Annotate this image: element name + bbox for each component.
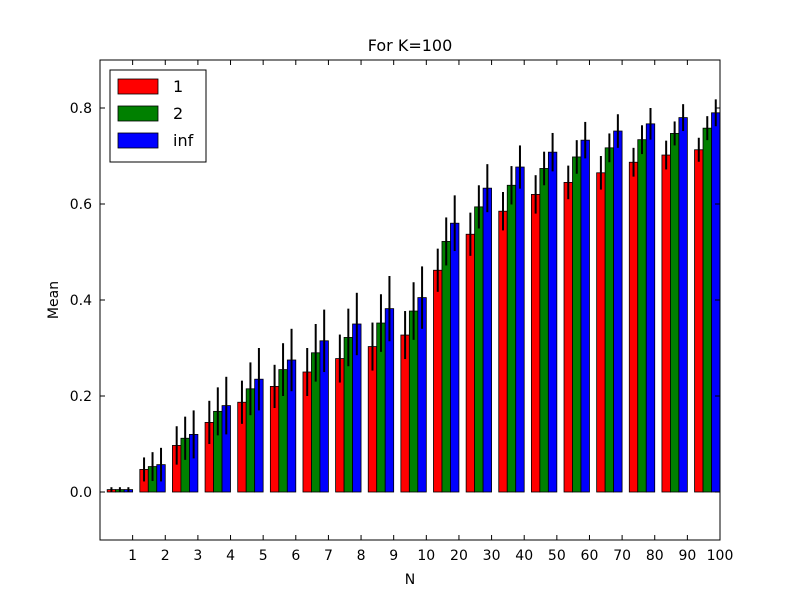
bar-1-70 [596, 172, 606, 493]
x-tick-label: 8 [357, 548, 366, 564]
x-axis-label: N [405, 572, 415, 588]
bar-1-30 [465, 233, 476, 493]
y-tick-label: 0.6 [70, 197, 92, 213]
bar-2-80 [637, 139, 647, 493]
bar-2-90 [670, 133, 680, 493]
y-tick-label: 0.8 [70, 101, 92, 117]
axes-layer: 0.0 0.2 0.4 0.6 0.8 1 2 3 4 5 6 7 8 9 10 20 30 40 50 60 70 80… [70, 59, 734, 564]
legend-swatch-2 [117, 105, 159, 122]
x-tick-label: 10 [417, 548, 435, 564]
bar-1-60 [563, 181, 573, 493]
bar-inf-100 [711, 112, 721, 493]
y-tick-label: 0.0 [70, 485, 92, 501]
bar-inf-70 [613, 130, 623, 493]
bar-2-100 [702, 127, 712, 493]
bar-inf-60 [580, 139, 590, 493]
x-tick-label: 30 [483, 548, 501, 564]
legend-label-inf: inf [173, 131, 194, 150]
chart-title: For K=100 [368, 36, 453, 55]
bar-2-40 [506, 184, 517, 493]
x-tick-label: 6 [291, 548, 300, 564]
x-tick-label: 100 [707, 548, 734, 564]
x-tick-label: 4 [226, 548, 235, 564]
bar-inf-40 [515, 166, 525, 493]
x-tick-label: 7 [324, 548, 333, 564]
bar-1-50 [530, 193, 541, 493]
bar-inf-30 [482, 187, 492, 493]
bar-1-20 [433, 269, 443, 493]
bar-inf-20 [450, 222, 460, 493]
x-tick-label: 40 [515, 548, 533, 564]
bar-2-60 [572, 156, 582, 493]
x-tick-label: 90 [678, 548, 696, 564]
y-tick-label: 0.4 [70, 293, 92, 309]
legend: 1 2 inf [109, 69, 207, 163]
x-tick-label: 5 [259, 548, 268, 564]
x-tick-label: 60 [581, 548, 599, 564]
x-tick-label: 9 [389, 548, 398, 564]
legend-swatch-1 [117, 78, 159, 95]
x-tick-label: 50 [548, 548, 566, 564]
legend-swatch-inf [117, 132, 159, 149]
legend-label-1: 1 [173, 77, 183, 96]
y-tick-label: 0.2 [70, 389, 92, 405]
y-axis-label: Mean [46, 281, 62, 319]
bar-1-80 [628, 161, 639, 493]
x-tick-label: 3 [193, 548, 202, 564]
legend-label-2: 2 [173, 104, 183, 123]
bars-layer [106, 99, 721, 493]
bar-1-100 [694, 149, 704, 493]
x-tick-label: 20 [450, 548, 468, 564]
bar-2-20 [441, 241, 451, 493]
bar-inf-50 [547, 151, 558, 493]
x-tick-label: 70 [613, 548, 631, 564]
x-tick-label: 80 [646, 548, 664, 564]
bar-2-30 [474, 206, 484, 493]
bar-inf-90 [678, 117, 688, 493]
bar-1-40 [498, 210, 508, 493]
bar-2-70 [604, 147, 615, 493]
bar-inf-80 [645, 123, 656, 493]
bar-1-90 [661, 154, 671, 493]
x-tick-label: 1 [128, 548, 137, 564]
bar-2-50 [539, 168, 549, 493]
x-tick-label: 2 [161, 548, 170, 564]
